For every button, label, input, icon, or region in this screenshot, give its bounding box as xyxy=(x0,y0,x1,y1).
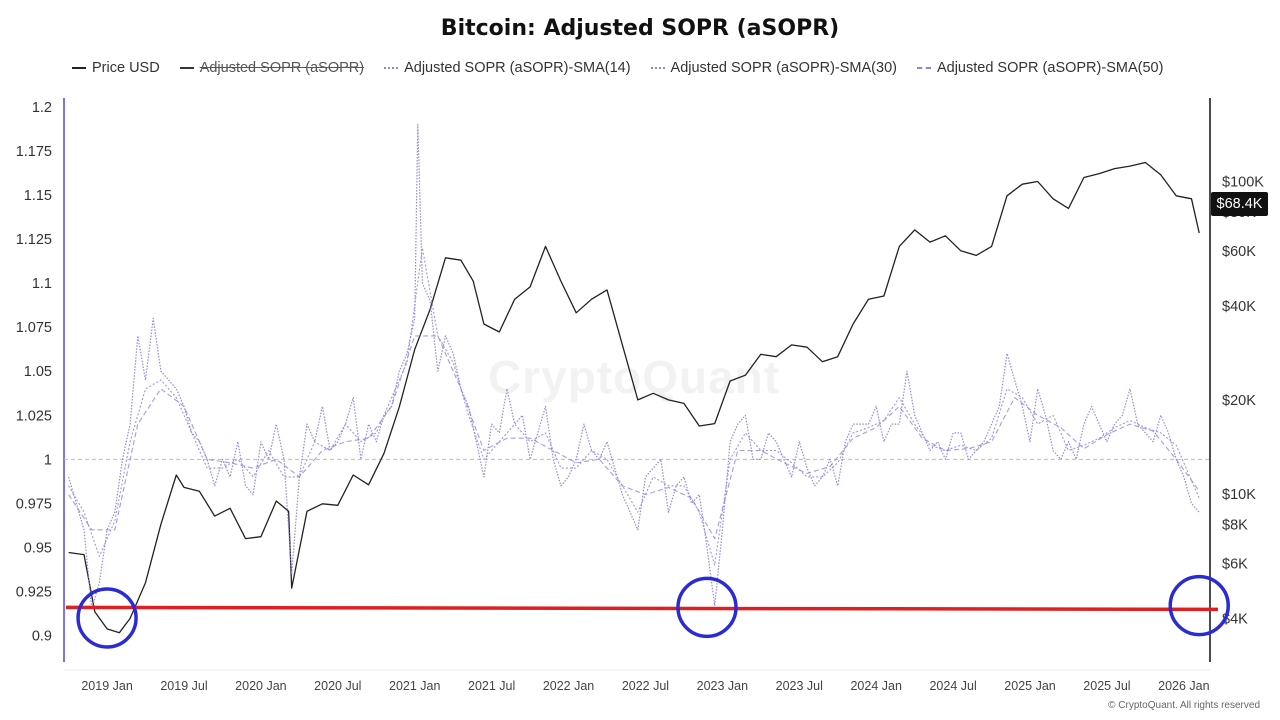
y-right-tick-label: $60K xyxy=(1222,244,1256,260)
highlight-circle xyxy=(676,576,738,639)
x-tick-label: 2022 Jan xyxy=(543,679,594,693)
y-right-tick-label: $4K xyxy=(1222,611,1248,627)
copyright-text: © CryptoQuant. All rights reserved xyxy=(1108,700,1260,711)
highlight-circle xyxy=(1168,574,1230,637)
x-tick-label: 2026 Jan xyxy=(1158,679,1209,693)
x-tick-label: 2024 Jul xyxy=(929,679,976,693)
y-left-tick-label: 0.925 xyxy=(16,585,52,601)
x-tick-label: 2021 Jul xyxy=(468,679,515,693)
series-line-price-usd xyxy=(68,161,1200,634)
y-left-tick-label: 0.9 xyxy=(32,629,52,645)
series-line-sma-1 xyxy=(68,123,1200,610)
legend-label-price: Price USD xyxy=(92,60,160,76)
y-right-tick-label: $8K xyxy=(1222,517,1248,533)
y-left-tick-label: 0.95 xyxy=(24,540,52,556)
legend-item-sma14[interactable]: Adjusted SOPR (aSOPR)-SMA(14) xyxy=(384,60,631,76)
legend-item-sma50[interactable]: Adjusted SOPR (aSOPR)-SMA(50) xyxy=(916,60,1164,76)
legend-item-sma30[interactable]: Adjusted SOPR (aSOPR)-SMA(30) xyxy=(650,60,897,76)
x-tick-label: 2020 Jan xyxy=(235,679,286,693)
y-left-tick-label: 0.975 xyxy=(16,496,52,512)
y-left-tick-label: 1.15 xyxy=(24,188,52,204)
x-tick-label: 2019 Jul xyxy=(160,679,207,693)
x-tick-label: 2023 Jan xyxy=(697,679,748,693)
highlight-circle xyxy=(76,587,138,649)
y-right-tick-label: $10K xyxy=(1222,487,1256,503)
legend-label-sma14: Adjusted SOPR (aSOPR)-SMA(14) xyxy=(404,60,631,76)
legend-swatch-price xyxy=(72,67,86,69)
x-tick-label: 2025 Jan xyxy=(1004,679,1055,693)
legend-swatch-sma50 xyxy=(916,67,931,69)
x-tick-label: 2020 Jul xyxy=(314,679,361,693)
x-tick-label: 2024 Jan xyxy=(850,679,901,693)
annotations xyxy=(65,574,1230,649)
legend-swatch-sma30 xyxy=(650,67,665,69)
chart-legend: Price USD Adjusted SOPR (aSOPR) Adjusted… xyxy=(72,60,1163,76)
legend-item-asopr[interactable]: Adjusted SOPR (aSOPR) xyxy=(179,60,365,76)
legend-label-sma50: Adjusted SOPR (aSOPR)-SMA(50) xyxy=(936,60,1164,76)
legend-label-asopr: Adjusted SOPR (aSOPR) xyxy=(199,60,365,76)
legend-item-price[interactable]: Price USD xyxy=(72,60,160,76)
series-lines xyxy=(64,123,1210,634)
y-left-tick-label: 1.2 xyxy=(32,100,52,116)
y-right-tick-label: $40K xyxy=(1222,299,1256,315)
x-tick-label: 2023 Jul xyxy=(776,679,823,693)
y-left-tick-label: 1.1 xyxy=(32,276,52,292)
y-left-tick-label: 1.025 xyxy=(16,408,52,424)
axes: 1.2 1.175 1.15 1.125 1.1 1.075 1.05 1.025 1 0.975… xyxy=(16,98,1264,693)
series-line-sma-3 xyxy=(68,335,1200,540)
y-left-tick-label: 1.05 xyxy=(24,364,52,380)
x-tick-label: 2025 Jul xyxy=(1083,679,1130,693)
chart-title: Bitcoin: Adjusted SOPR (aSOPR) xyxy=(440,16,840,41)
legend-swatch-asopr xyxy=(179,67,194,69)
y-right-tick-label: $100K xyxy=(1222,174,1264,190)
series-line-sma-2 xyxy=(68,247,1200,566)
x-tick-label: 2021 Jan xyxy=(389,679,440,693)
current-price-label: $68.4K xyxy=(1211,192,1268,216)
y-left-tick-label: 1.125 xyxy=(16,232,52,248)
y-left-tick-label: 1 xyxy=(44,452,52,468)
legend-swatch-sma14 xyxy=(384,67,399,69)
legend-label-sma30: Adjusted SOPR (aSOPR)-SMA(30) xyxy=(670,60,897,76)
y-left-tick-label: 1.175 xyxy=(16,144,52,160)
watermark: CryptoQuant xyxy=(488,351,781,403)
x-tick-label: 2019 Jan xyxy=(81,679,132,693)
x-tick-label: 2022 Jul xyxy=(622,679,669,693)
y-right-tick-label: $6K xyxy=(1222,556,1248,572)
y-right-tick-label: $20K xyxy=(1222,393,1256,409)
y-left-tick-label: 1.075 xyxy=(16,320,52,336)
support-line xyxy=(65,605,1219,612)
